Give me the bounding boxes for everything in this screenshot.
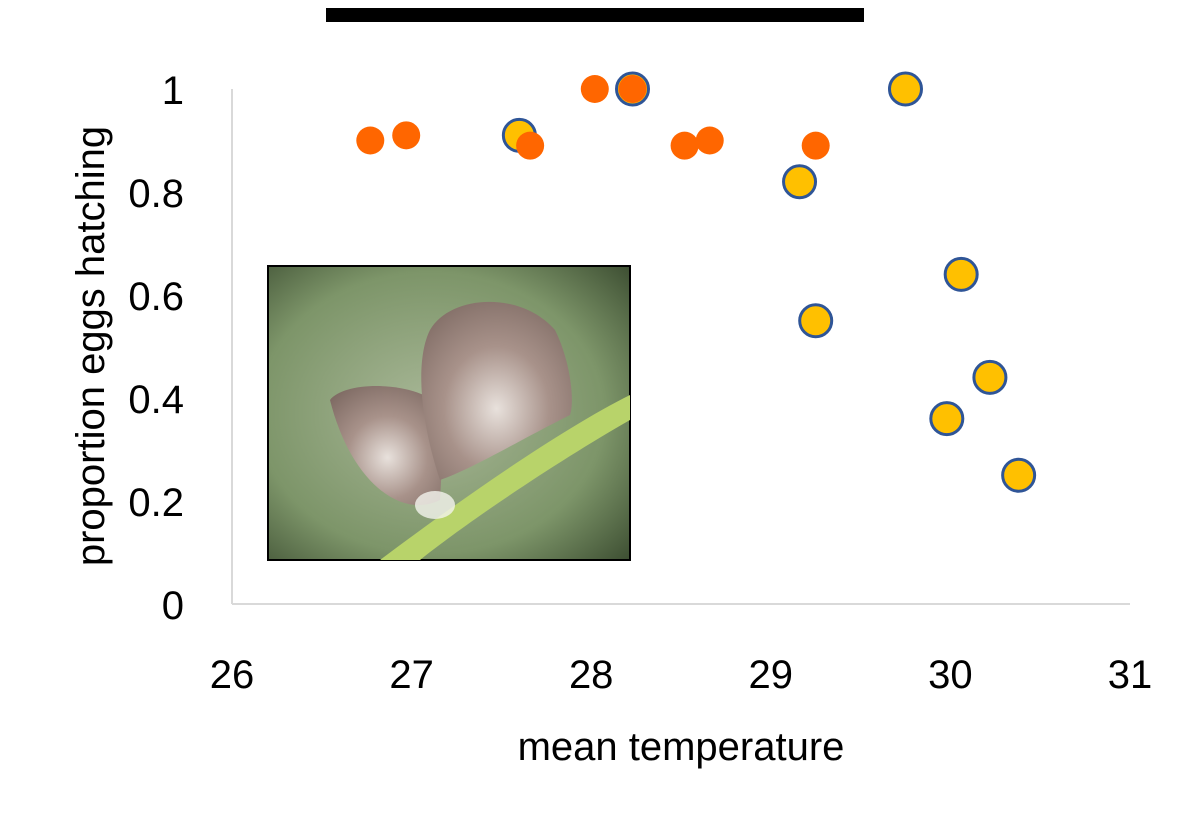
y-tick-label: 1 xyxy=(162,69,184,113)
x-tick-label: 30 xyxy=(928,653,973,697)
data-points xyxy=(356,71,1037,493)
data-point-yellow xyxy=(888,71,923,107)
data-point-orange xyxy=(392,121,421,150)
data-point-orange xyxy=(516,131,545,160)
y-axis-label: proportion eggs hatching xyxy=(69,126,113,566)
redaction-bar xyxy=(326,8,864,22)
y-tick-label: 0.6 xyxy=(128,275,184,319)
data-point-orange xyxy=(580,75,609,103)
data-point-yellow xyxy=(798,303,834,339)
x-tick-label: 28 xyxy=(569,653,614,697)
data-point-orange xyxy=(801,131,830,160)
x-tick-label: 31 xyxy=(1108,653,1153,697)
y-tick-label: 0.8 xyxy=(128,172,184,216)
x-axis-label: mean temperature xyxy=(518,725,845,769)
data-point-yellow xyxy=(782,164,818,200)
axes: 26 27 28 29 30 31 0 0.2 0.4 0.6 0.8 1 xyxy=(128,69,1152,697)
data-point-orange xyxy=(356,126,385,155)
data-point-orange xyxy=(670,131,699,160)
inset-butterfly-photo xyxy=(267,265,631,561)
y-tick-label: 0.4 xyxy=(128,378,184,422)
data-point-yellow xyxy=(929,401,965,437)
data-point-orange xyxy=(695,126,724,155)
y-tick-label: 0.2 xyxy=(128,481,184,525)
x-tick-label: 29 xyxy=(749,653,794,697)
data-point-yellow xyxy=(1001,457,1037,493)
data-point-orange xyxy=(618,75,647,103)
x-tick-label: 27 xyxy=(389,653,434,697)
data-point-yellow xyxy=(972,359,1008,395)
x-tick-label: 26 xyxy=(210,653,255,697)
y-tick-label: 0 xyxy=(162,584,184,628)
data-point-yellow xyxy=(943,256,979,292)
